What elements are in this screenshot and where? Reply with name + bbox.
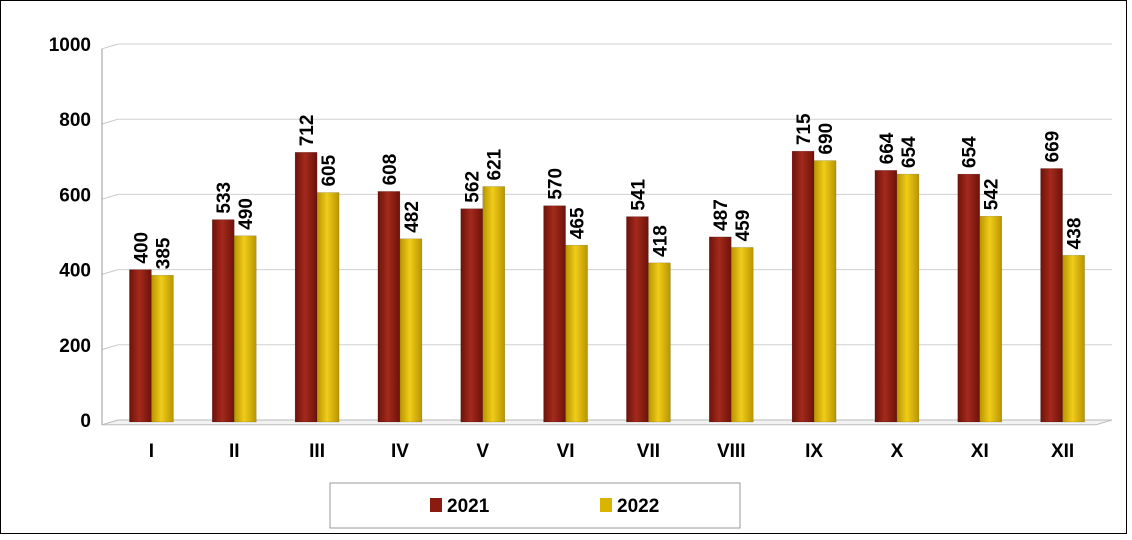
data-label-2021: 562 [463, 171, 484, 203]
bar-2021 [212, 219, 235, 423]
data-label-2022: 385 [153, 237, 174, 269]
legend-box [329, 482, 741, 529]
bar-2021 [957, 173, 980, 423]
data-label-2022: 605 [319, 154, 340, 186]
bar-2021 [626, 216, 649, 423]
bar-2022 [1062, 255, 1085, 423]
data-label-2021: 654 [960, 136, 981, 168]
data-label-2022: 465 [568, 207, 589, 239]
data-label-2021: 712 [297, 115, 318, 147]
bar-2022 [234, 235, 257, 423]
x-tick-label: VI [557, 441, 575, 462]
bar-2021 [791, 150, 815, 423]
gridline-depth [101, 269, 119, 275]
data-label-2021: 541 [628, 178, 649, 210]
data-label-2021: 715 [794, 113, 815, 145]
legend-swatch-2021 [430, 498, 442, 512]
gridline-depth [101, 118, 119, 125]
data-label-2022: 459 [733, 210, 754, 242]
bar-2021 [874, 170, 898, 423]
x-tick-label: III [309, 441, 325, 462]
y-tick-label: 1000 [49, 35, 91, 56]
bar-2021 [1040, 168, 1063, 423]
bar-2022 [731, 247, 754, 423]
data-label-2022: 482 [402, 201, 423, 233]
data-label-2021: 570 [546, 168, 567, 200]
y-tick-label: 400 [59, 261, 91, 282]
x-tick-label: XI [971, 441, 989, 462]
x-tick-label: VIII [717, 441, 746, 462]
x-tick-label: VII [637, 441, 660, 462]
y-tick-label: 200 [59, 336, 91, 357]
data-label-2021: 400 [131, 232, 152, 264]
data-label-2021: 533 [214, 182, 235, 214]
data-label-2022: 418 [650, 225, 671, 257]
x-tick-label: X [891, 441, 904, 462]
x-tick-label: IX [805, 441, 823, 462]
y-tick-label: 800 [59, 110, 91, 131]
bar-2022 [979, 215, 1002, 423]
x-tick-label: IV [391, 441, 409, 462]
data-label-2022: 542 [982, 179, 1003, 211]
data-label-2021: 487 [711, 199, 732, 231]
data-label-2022: 490 [236, 198, 257, 230]
data-label-2021: 669 [1043, 131, 1064, 163]
gridline-depth [101, 344, 119, 351]
bar-2021 [543, 205, 566, 423]
bar-2021 [377, 191, 401, 423]
data-label-2022: 438 [1065, 218, 1086, 250]
bar-2022 [151, 274, 174, 423]
bar-2022 [648, 262, 671, 423]
bar-2021 [129, 269, 152, 423]
data-label-2022: 654 [899, 136, 920, 168]
data-label-2022: 690 [816, 123, 837, 155]
legend-label-2022: 2022 [617, 496, 659, 517]
y-tick-label: 600 [59, 185, 91, 206]
x-tick-label: II [229, 441, 240, 462]
bar-2022 [813, 160, 837, 423]
bar-2022 [316, 192, 340, 423]
x-tick-label: XII [1051, 441, 1074, 462]
data-label-2021: 664 [877, 132, 898, 164]
bar-2021 [709, 236, 732, 423]
bar-2022 [565, 244, 588, 423]
y-tick-label: 0 [80, 411, 91, 432]
bar-2022 [399, 238, 423, 423]
gridline-depth [101, 193, 119, 200]
bar-2022 [482, 186, 505, 423]
legend-label-2021: 2021 [447, 496, 490, 517]
data-label-2022: 621 [485, 148, 506, 180]
x-tick-label: I [149, 441, 154, 462]
x-tick-label: V [476, 441, 489, 462]
legend-swatch-2022 [600, 498, 612, 512]
gridline-depth [101, 43, 119, 50]
chart-floor [101, 419, 1113, 426]
bar-2021 [294, 152, 318, 423]
bar-2022 [896, 173, 920, 423]
bar-2021 [460, 208, 483, 423]
data-label-2021: 608 [380, 154, 401, 186]
